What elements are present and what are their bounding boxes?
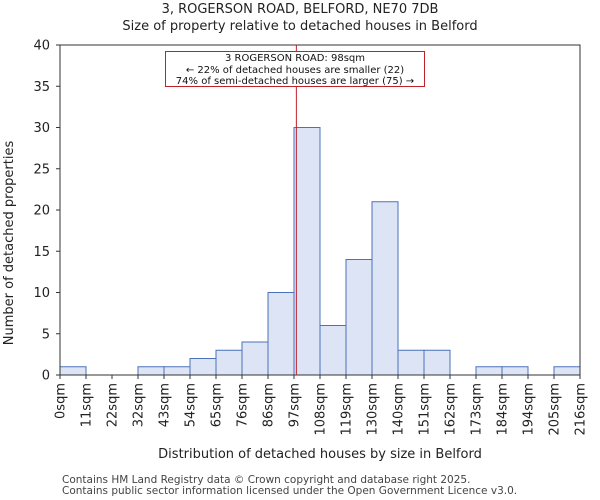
histogram-bar [241, 341, 269, 376]
x-axis-label: Distribution of detached houses by size … [158, 447, 482, 462]
histogram-bar [163, 366, 191, 376]
annotation-box: 3 ROGERSON ROAD: 98sqm ← 22% of detached… [165, 51, 425, 87]
x-tick-label: 32sqm [132, 383, 147, 427]
x-tick-label: 11sqm [80, 383, 95, 427]
x-tick-label: 86sqm [262, 383, 277, 427]
histogram-bar [189, 358, 217, 376]
y-tick-label: 15 [33, 245, 50, 260]
histogram-bar [345, 259, 373, 376]
y-tick-label: 40 [33, 39, 50, 54]
x-tick-label: 140sqm [392, 383, 407, 436]
annotation-line-3: 74% of semi-detached houses are larger (… [175, 76, 415, 87]
x-tick-label: 0sqm [54, 383, 69, 419]
x-tick-label: 151sqm [418, 383, 433, 436]
x-tick-label: 173sqm [470, 383, 485, 436]
x-tick-label: 216sqm [574, 383, 589, 436]
y-tick-label: 25 [33, 162, 50, 177]
annotation-line-1: 3 ROGERSON ROAD: 98sqm [224, 53, 365, 64]
histogram-bar [475, 366, 503, 376]
x-tick-label: 108sqm [314, 383, 329, 436]
chart-subtitle: Size of property relative to detached ho… [122, 19, 478, 34]
histogram-bar [137, 366, 165, 376]
histogram-bar [371, 201, 399, 376]
x-tick-label: 54sqm [184, 383, 199, 427]
x-tick-label: 205sqm [548, 383, 563, 436]
x-tick-label: 162sqm [444, 383, 459, 436]
histogram-bar [319, 325, 347, 376]
y-axis-label: Number of detached properties [2, 141, 17, 346]
histogram-bar [59, 366, 87, 376]
histogram-bar [267, 292, 295, 376]
x-tick-label: 194sqm [522, 383, 537, 436]
histogram-bar [215, 349, 243, 376]
footer-line-1: Contains HM Land Registry data © Crown c… [62, 474, 471, 486]
x-tick-label: 119sqm [340, 383, 355, 436]
chart-title: 3, ROGERSON ROAD, BELFORD, NE70 7DB [161, 2, 439, 17]
y-tick-label: 0 [42, 369, 50, 384]
histogram-bar [553, 366, 581, 376]
y-tick-label: 5 [42, 327, 50, 342]
y-tick-label: 35 [33, 80, 50, 95]
x-tick-label: 22sqm [106, 383, 121, 427]
footer-line-2: Contains public sector information licen… [62, 485, 518, 497]
annotation-line-2: ← 22% of detached houses are smaller (22… [185, 64, 405, 76]
histogram-bar [293, 127, 321, 376]
x-tick-label: 76sqm [236, 383, 251, 427]
y-tick-label: 10 [33, 286, 50, 301]
histogram-bar [423, 349, 451, 376]
y-tick-label: 30 [33, 121, 50, 136]
histogram-bar [397, 349, 425, 376]
y-tick-label: 20 [33, 204, 50, 219]
x-tick-label: 97sqm [288, 383, 303, 427]
x-tick-label: 65sqm [210, 383, 225, 427]
histogram-bar [501, 366, 529, 376]
x-tick-label: 184sqm [496, 383, 511, 436]
x-tick-label: 43sqm [158, 383, 173, 427]
x-tick-label: 130sqm [366, 383, 381, 436]
